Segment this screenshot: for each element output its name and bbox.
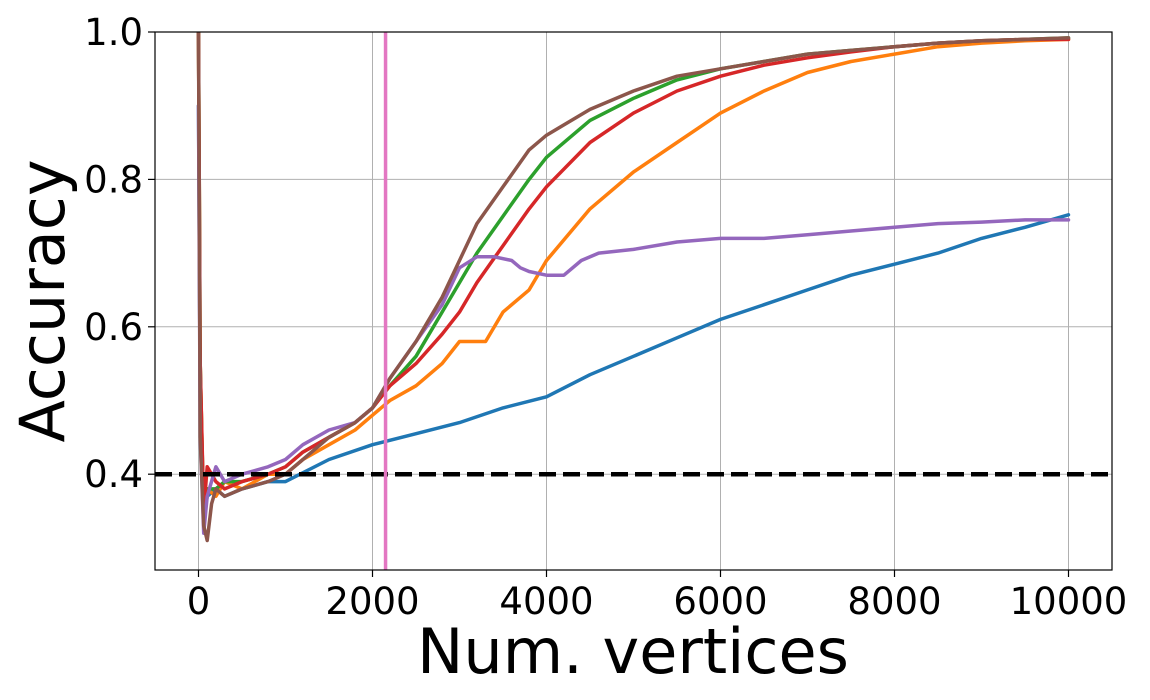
series-line-4 <box>196 32 1071 513</box>
x-tick-label: 6000 <box>673 580 767 623</box>
y-tick-label: 0.6 <box>84 306 143 349</box>
x-axis-title: Num. vertices <box>417 615 849 688</box>
series-line-6 <box>196 32 1071 543</box>
y-tick-label: 0.4 <box>84 453 143 496</box>
series-line-2 <box>196 32 1071 521</box>
y-axis-ticks: 0.4 0.6 0.8 1.0 <box>84 11 155 496</box>
plot-frame <box>154 31 1113 571</box>
y-tick-label: 1.0 <box>84 11 143 54</box>
series-layer <box>196 32 1071 543</box>
reference-lines <box>155 32 1112 570</box>
x-axis-ticks: 0 2000 4000 6000 8000 10000 <box>187 570 1128 623</box>
y-tick-label: 0.8 <box>84 158 143 201</box>
x-tick-label: 10000 <box>1010 580 1128 623</box>
x-tick-label: 4000 <box>499 580 593 623</box>
y-axis-title: Accuracy <box>6 159 79 442</box>
x-tick-label: 2000 <box>325 580 419 623</box>
x-tick-label: 0 <box>187 580 211 623</box>
x-tick-label: 8000 <box>847 580 941 623</box>
